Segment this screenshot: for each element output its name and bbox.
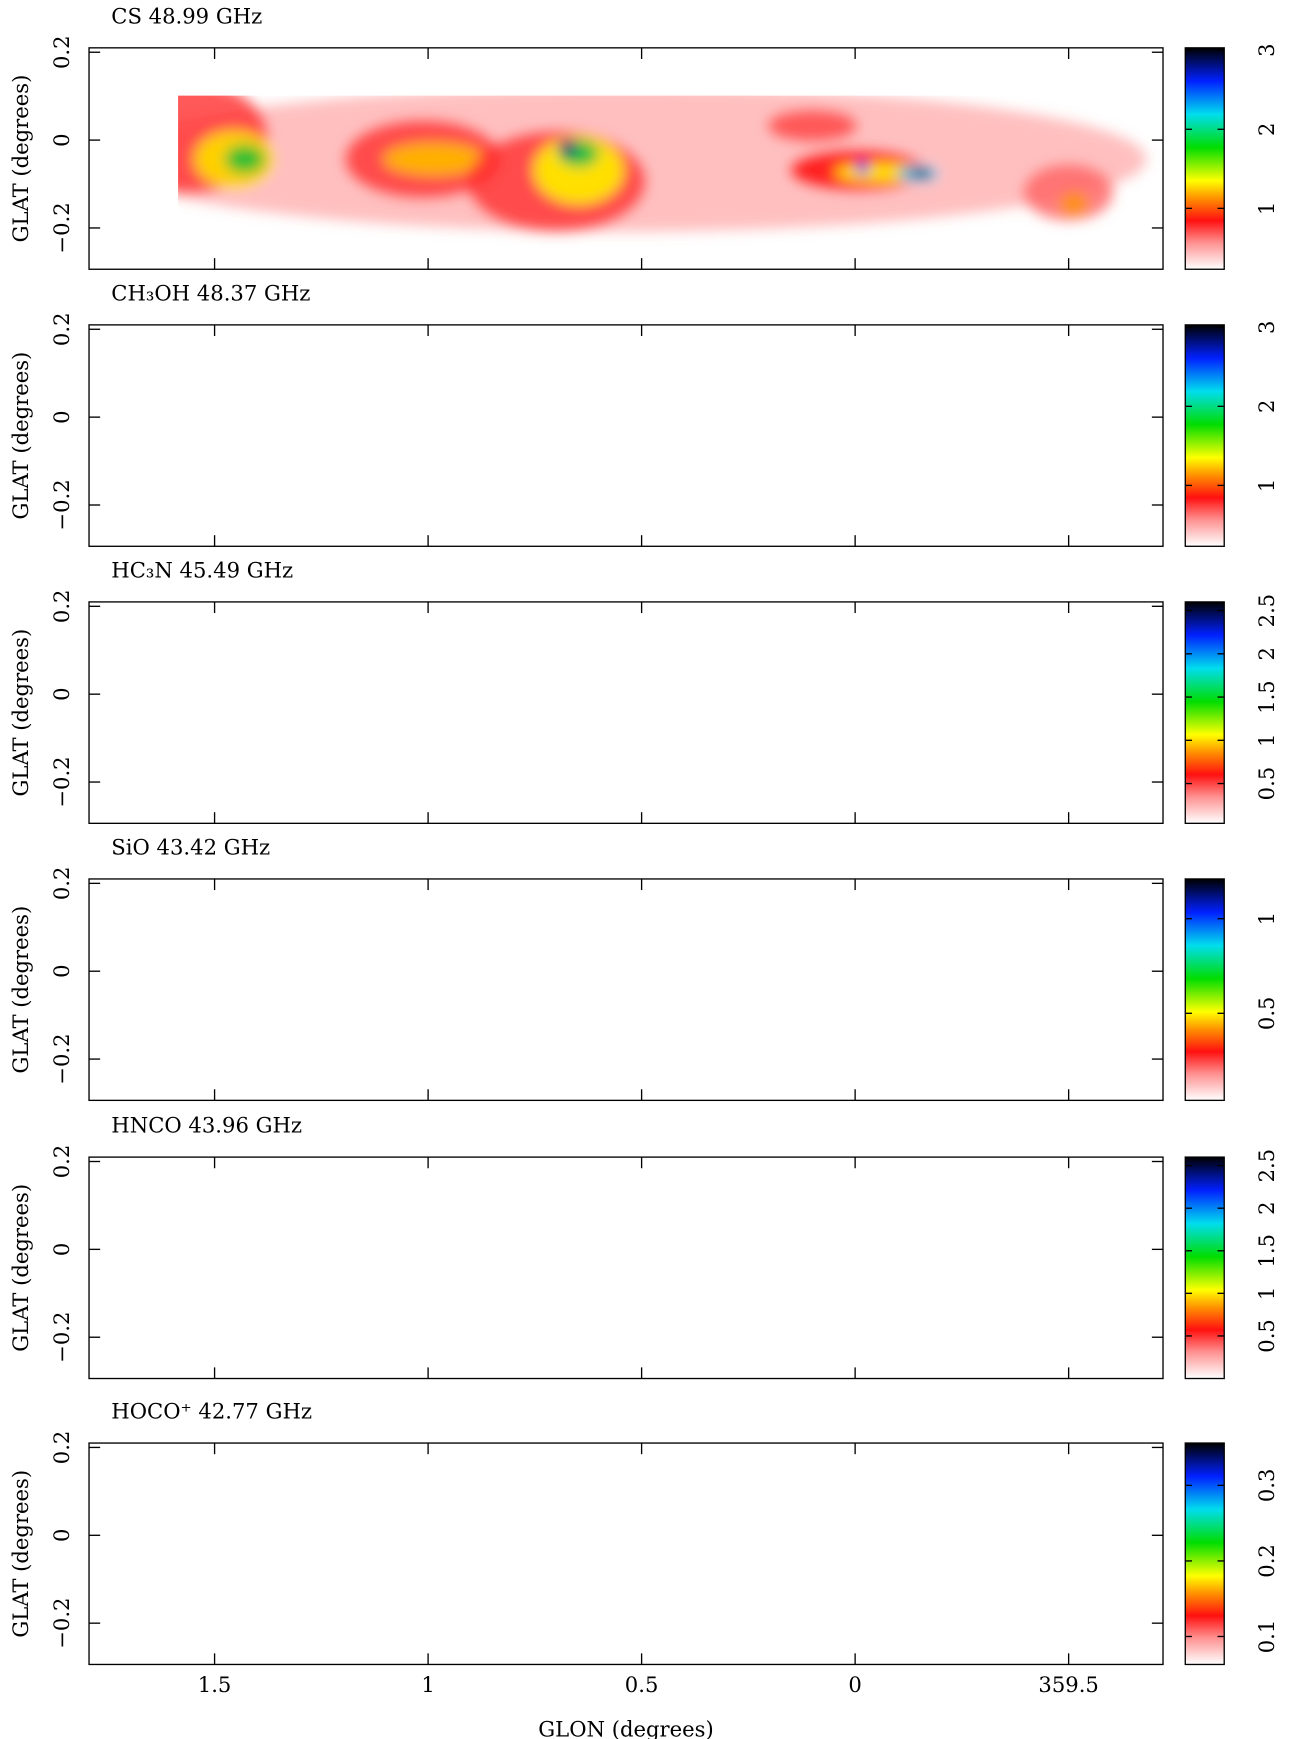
colorbar [1184, 324, 1225, 547]
colorbar-tick-label: 1.5 [1254, 680, 1279, 714]
panel-title: HC₃N 45.49 GHz [111, 557, 293, 582]
colorbar-tick-label: 2.5 [1254, 594, 1279, 628]
emission-map [100, 81, 1146, 231]
colorbar [1184, 1442, 1225, 1666]
map-frame [88, 47, 1164, 270]
y-tick-label: 0 [49, 1243, 74, 1256]
panel-title: HNCO 43.96 GHz [111, 1113, 302, 1138]
colorbar [1184, 47, 1225, 270]
panel-title: HOCO⁺ 42.77 GHz [111, 1399, 312, 1424]
colorbar-tick-label: 1 [1254, 734, 1279, 747]
colorbar-tick-label: 2 [1254, 123, 1279, 136]
panel: CS 48.99 GHz GLAT (degrees) −0.2 0 0.2 1 2 3 [8, 3, 1279, 270]
colorbar-tick-label: 0.5 [1254, 1319, 1279, 1353]
y-tick-label: 0 [49, 1529, 74, 1542]
panel-title: CH₃OH 48.37 GHz [111, 280, 310, 305]
x-axis-label: GLON (degrees) [538, 1717, 713, 1739]
colorbar-tick-label: 2 [1254, 400, 1279, 413]
panel: HOCO⁺ 42.77 GHz GLAT (degrees) −0.2 0 0.2 1.5… [8, 1399, 1279, 1739]
panel-title: SiO 43.42 GHz [111, 834, 270, 859]
emission-map [100, 1190, 1146, 1340]
colorbar [1184, 878, 1225, 1102]
y-tick-label: 0.2 [49, 590, 74, 624]
map-frame [88, 601, 1164, 824]
x-tick-label: 0.5 [625, 1672, 659, 1697]
colorbar-tick-label: 1 [1254, 202, 1279, 215]
x-tick-label: 1 [421, 1672, 434, 1697]
colorbar-tick-label: 3 [1254, 43, 1279, 56]
map-frame [88, 1156, 1164, 1380]
colorbar-tick-label: 2 [1254, 1201, 1279, 1214]
colorbar-tick-label: 2 [1254, 647, 1279, 660]
y-tick-label: 0.2 [49, 1145, 74, 1179]
colorbar-tick-label: 0.3 [1254, 1469, 1279, 1503]
y-tick-label: 0 [49, 133, 74, 146]
y-tick-label: 0 [49, 964, 74, 977]
panel-title: CS 48.99 GHz [111, 3, 262, 28]
y-tick-label: −0.2 [49, 1312, 74, 1363]
y-axis-label: GLAT (degrees) [8, 906, 33, 1074]
y-tick-label: −0.2 [49, 479, 74, 530]
colorbar-tick-label: 0.5 [1254, 767, 1279, 801]
y-axis-label: GLAT (degrees) [8, 1184, 33, 1352]
x-tick-label: 0 [848, 1672, 861, 1697]
y-axis-label: GLAT (degrees) [8, 75, 33, 243]
panel: HC₃N 45.49 GHz GLAT (degrees) −0.2 0 0.2 0.5 1… [8, 557, 1279, 824]
colorbar [1184, 1156, 1225, 1380]
colorbar-tick-label: 0.1 [1254, 1620, 1279, 1654]
panel: SiO 43.42 GHz GLAT (degrees) −0.2 0 0.2 0.5 1 [8, 834, 1279, 1102]
emission-map [100, 358, 1146, 508]
y-axis-label: GLAT (degrees) [8, 1470, 33, 1638]
emission-map [100, 635, 1146, 785]
map-frame [88, 1442, 1164, 1666]
x-tick-label: 1.5 [198, 1672, 232, 1697]
colorbar-tick-label: 1 [1254, 912, 1279, 925]
colorbar-tick-label: 1 [1254, 479, 1279, 492]
colorbar-tick-label: 0.2 [1254, 1544, 1279, 1578]
colorbar-tick-label: 3 [1254, 321, 1279, 334]
x-tick-label: 359.5 [1038, 1672, 1098, 1697]
colorbar [1184, 601, 1225, 824]
y-tick-label: 0 [49, 410, 74, 423]
y-tick-label: −0.2 [49, 1598, 74, 1649]
colorbar-tick-label: 1.5 [1254, 1234, 1279, 1268]
map-frame [88, 324, 1164, 547]
emission-map [100, 912, 1146, 1062]
panel: CH₃OH 48.37 GHz GLAT (degrees) −0.2 0 0.2 1 2 3 [8, 280, 1279, 547]
y-tick-label: −0.2 [49, 1033, 74, 1084]
map-frame [88, 878, 1164, 1102]
y-tick-label: −0.2 [49, 202, 74, 253]
colorbar-tick-label: 2.5 [1254, 1149, 1279, 1183]
y-tick-label: 0 [49, 687, 74, 700]
y-tick-label: −0.2 [49, 756, 74, 807]
y-axis-label: GLAT (degrees) [8, 352, 33, 520]
emission-map [100, 1476, 1146, 1626]
colorbar-tick-label: 1 [1254, 1287, 1279, 1300]
y-tick-label: 0.2 [49, 1431, 74, 1465]
y-tick-label: 0.2 [49, 35, 74, 69]
y-axis-label: GLAT (degrees) [8, 629, 33, 797]
colorbar-tick-label: 0.5 [1254, 997, 1279, 1031]
y-tick-label: 0.2 [49, 312, 74, 346]
panel: HNCO 43.96 GHz GLAT (degrees) −0.2 0 0.2 0.5 1… [8, 1113, 1279, 1380]
y-tick-label: 0.2 [49, 867, 74, 901]
